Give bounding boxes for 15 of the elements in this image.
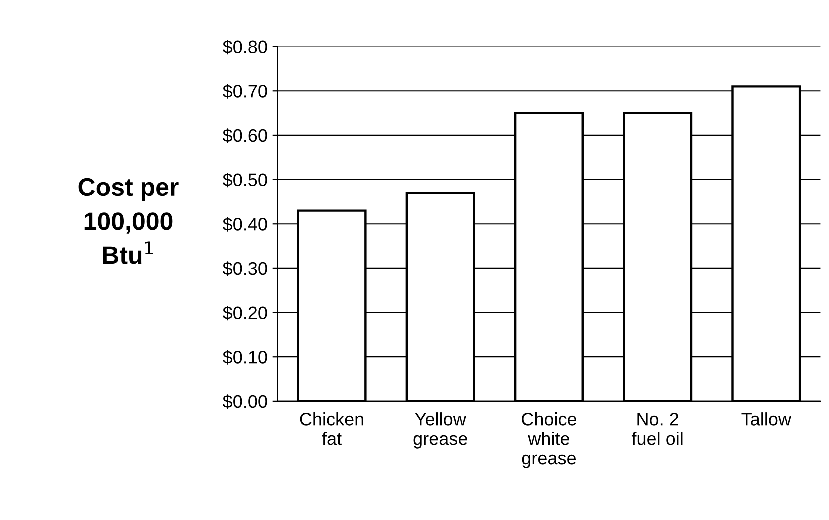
y-tick-label: $0.70	[223, 84, 268, 99]
x-tick-label: Tallow	[742, 412, 792, 426]
y-axis-title: Cost per 100,000 Btu$^{1}$	[78, 178, 179, 264]
x-tick-label: Yellow grease	[414, 412, 468, 449]
y-tick-label: $0.20	[223, 306, 268, 321]
y-tick-label: $0.50	[223, 172, 268, 188]
y-tick-label: $0.80	[223, 40, 268, 55]
y-tick-label: $0.00	[223, 394, 268, 410]
y-tick-label: $0.30	[223, 262, 268, 276]
x-tick-label: Choice white grease	[522, 412, 577, 468]
x-tick-label: No. 2 fuel oil	[632, 413, 683, 446]
y-tick-label: $0.60	[223, 128, 268, 144]
y-tick-label: $0.40	[223, 217, 268, 232]
y-tick-label: $0.10	[223, 350, 268, 365]
x-tick-label: Chicken fat	[300, 412, 364, 446]
